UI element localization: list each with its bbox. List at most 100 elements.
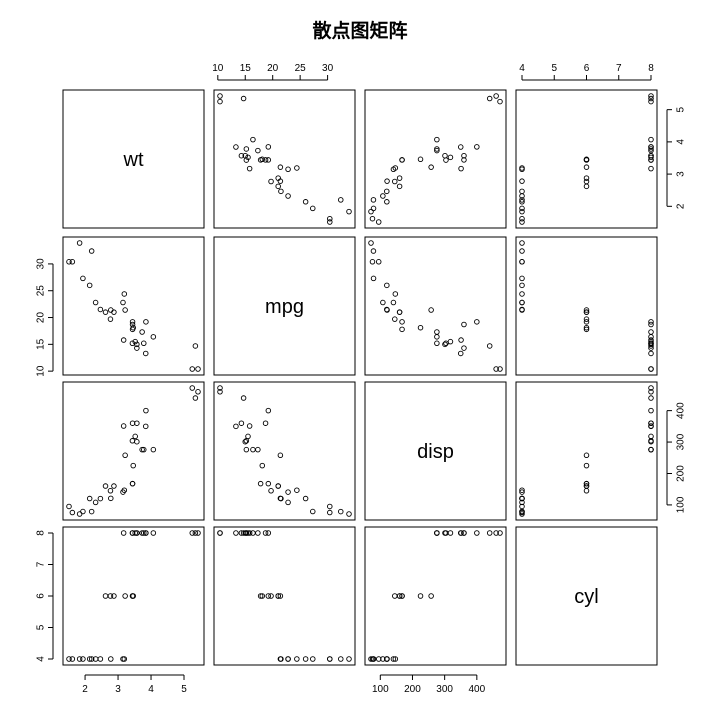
point-cyl-vs-wt-29 [107,593,114,599]
point-mpg-vs-wt-2 [92,299,99,306]
tick-label-right-disp-300: 300 [676,433,687,450]
point-mpg-vs-cyl-29 [583,316,590,322]
point-disp-vs-wt-2 [92,499,99,506]
point-wt-vs-disp-28 [458,165,464,172]
point-mpg-vs-wt-17 [88,248,95,254]
point-mpg-vs-wt-14 [189,366,196,372]
point-disp-vs-wt-10 [129,480,136,487]
point-wt-vs-disp-20 [384,188,390,195]
point-disp-vs-mpg-1 [275,483,281,489]
tick-label-top-cyl-5: 5 [551,63,557,74]
point-disp-vs-wt-30 [134,438,140,445]
point-disp-vs-cyl-14 [648,385,654,391]
point-wt-vs-cyl-17 [519,197,525,203]
point-cyl-vs-disp-24 [474,530,480,536]
tick-label-bottom-disp-400: 400 [468,684,485,695]
point-mpg-vs-wt-19 [76,240,83,246]
point-mpg-vs-disp-7 [392,291,399,297]
point-wt-vs-cyl-15 [648,93,654,99]
point-cyl-vs-disp-29 [392,593,398,599]
point-disp-vs-mpg-15 [217,389,223,395]
point-disp-vs-wt-20 [97,495,104,502]
point-cyl-vs-disp-5 [417,593,424,599]
panel-mpg-disp [364,236,507,376]
point-disp-vs-wt-27 [66,503,72,510]
point-cyl-vs-disp-16 [486,530,493,536]
diagonal-label-disp: disp [417,441,454,463]
point-disp-vs-wt-23 [142,423,149,430]
point-disp-vs-cyl-29 [583,488,590,494]
point-mpg-vs-cyl-17 [519,248,525,254]
point-mpg-vs-wt-10 [129,326,136,333]
point-cyl-vs-wt-27 [66,656,72,662]
point-mpg-vs-disp-21 [447,338,454,345]
point-cyl-vs-wt-18 [69,656,76,662]
tick-label-left-cyl-7: 7 [36,561,47,567]
point-cyl-vs-mpg-12 [255,530,261,536]
point-disp-vs-mpg-16 [240,395,247,401]
point-cyl-vs-disp-15 [493,530,499,536]
point-wt-vs-mpg-31 [277,178,284,184]
point-wt-vs-mpg-2 [285,193,291,199]
point-mpg-vs-wt-7 [121,291,128,297]
point-mpg-vs-disp-31 [384,307,390,313]
point-disp-vs-wt-22 [129,438,136,444]
point-wt-vs-cyl-30 [648,152,654,159]
point-wt-vs-cyl-1 [583,175,590,181]
point-mpg-vs-cyl-21 [648,338,654,345]
point-wt-vs-disp-5 [417,156,424,163]
point-cyl-vs-mpg-5 [259,593,266,599]
point-mpg-vs-disp-14 [497,366,503,372]
point-mpg-vs-disp-13 [434,340,440,347]
point-mpg-vs-wt-13 [141,340,147,347]
point-mpg-vs-cyl-23 [648,350,654,357]
point-wt-vs-disp-30 [442,152,448,159]
point-wt-vs-mpg-27 [327,219,333,225]
point-mpg-vs-wt-31 [108,307,114,313]
point-disp-vs-mpg-9 [265,480,272,487]
tick-label-left-mpg-25: 25 [36,285,47,297]
diagonal-label-cyl: cyl [574,586,598,608]
point-mpg-vs-wt-23 [142,350,149,357]
point-disp-vs-cyl-3 [583,452,590,459]
point-wt-vs-disp-13 [434,146,440,152]
point-wt-vs-mpg-10 [257,157,264,163]
panel-disp-wt [62,381,205,521]
point-disp-vs-cyl-13 [648,446,654,453]
tick-label-left-cyl-4: 4 [36,656,47,662]
point-disp-vs-cyl-27 [519,503,525,510]
point-cyl-vs-wt-10 [129,593,136,599]
point-mpg-vs-disp-25 [370,275,377,282]
point-mpg-vs-wt-20 [97,306,104,313]
tick-label-bottom-disp-100: 100 [372,684,389,695]
point-disp-vs-mpg-21 [245,433,251,440]
point-cyl-vs-wt-19 [76,656,83,662]
point-mpg-vs-disp-16 [486,343,493,349]
point-cyl-vs-disp-8 [390,656,397,662]
tick-label-right-wt-4: 4 [676,139,687,145]
point-mpg-vs-wt-11 [150,334,157,340]
point-mpg-vs-disp-11 [434,334,440,340]
tick-label-left-cyl-6: 6 [36,593,47,599]
panel-disp-cyl [515,381,658,521]
point-wt-vs-cyl-19 [519,208,525,215]
point-mpg-vs-disp-6 [461,345,467,351]
point-cyl-vs-mpg-9 [265,593,272,599]
point-wt-vs-cyl-25 [519,205,525,212]
point-disp-vs-wt-12 [139,446,145,453]
point-wt-vs-disp-27 [375,219,382,225]
point-wt-vs-cyl-31 [519,178,525,184]
point-wt-vs-mpg-29 [268,178,274,185]
point-disp-vs-cyl-25 [519,508,525,515]
point-cyl-vs-mpg-23 [233,530,239,536]
panel-cyl-mpg [213,526,356,666]
point-wt-vs-disp-29 [392,178,398,185]
tick-label-right-disp-200: 200 [676,465,687,482]
point-wt-vs-mpg-26 [302,199,309,205]
point-disp-vs-mpg-2 [285,499,291,506]
point-wt-vs-cyl-11 [648,136,654,143]
point-cyl-vs-mpg-19 [346,656,352,662]
point-cyl-vs-mpg-25 [310,656,316,662]
point-cyl-vs-wt-25 [80,656,86,662]
point-mpg-vs-disp-22 [443,340,449,347]
